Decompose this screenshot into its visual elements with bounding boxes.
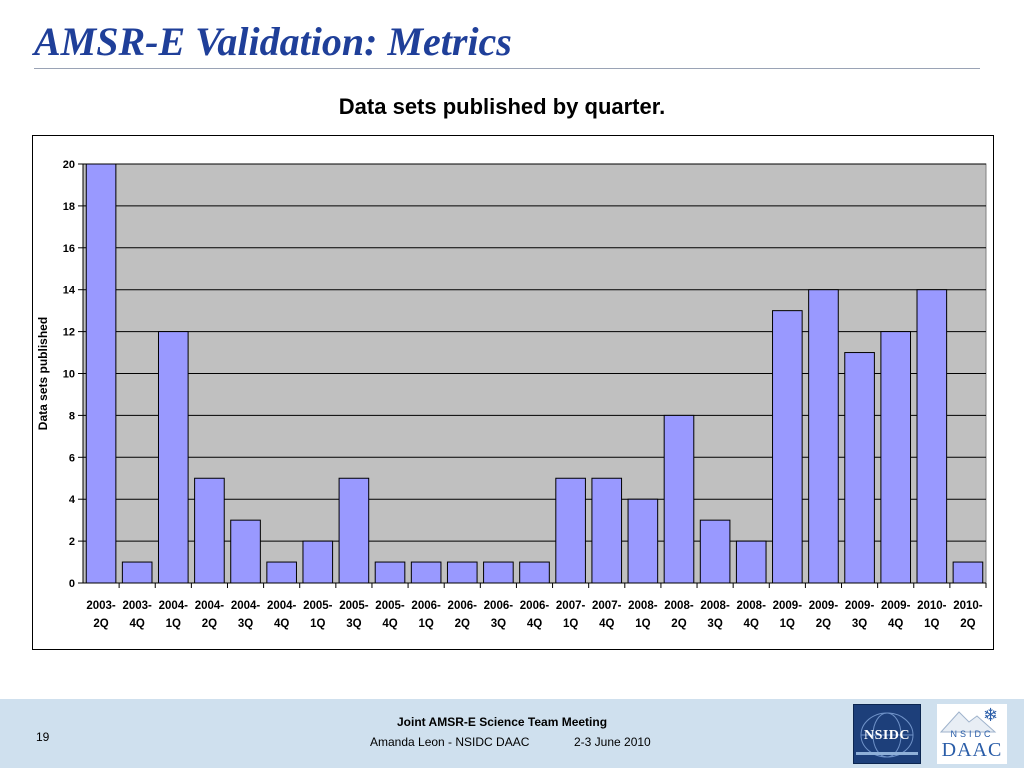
y-tick-label: 12 [63,327,75,339]
mountain-icon [939,711,997,733]
bar [121,561,153,584]
chart-title: Data sets published by quarter. [338,94,666,119]
x-tick-label: 2005-4Q [375,600,405,630]
bar [555,477,586,584]
bar [194,477,225,584]
snowflake-icon: ❄ [983,705,999,725]
x-tick-label: 2008-4Q [737,600,767,630]
x-tick-label: 2009-3Q [845,600,875,630]
bar [844,352,875,584]
daac-logo-text: DAAC [941,739,1003,761]
footer-author: Amanda Leon - NSIDC DAAC [370,735,530,749]
bar [266,561,297,584]
x-tick-label: 2003-4Q [122,600,152,630]
y-tick-label: 20 [63,159,75,171]
y-tick-label: 18 [63,201,75,213]
chart-area: 0 2 4 6 8 10 12 14 16 18 20 2003-2Q 2003-4Q 2004-1Q 20… [32,135,994,650]
bar [410,561,442,584]
footer-meeting-title: Joint AMSR-E Science Team Meeting [397,715,608,729]
footer-bar: 19 Joint AMSR-E Science Team Meeting Ama… [0,699,1024,768]
bar [916,289,948,584]
y-tick-label: 14 [63,285,76,297]
bar [591,477,623,584]
x-tick-label: 2004-3Q [231,600,261,630]
y-tick-label: 2 [69,536,75,548]
x-tick-label: 2006-3Q [484,600,514,630]
y-tick-label: 0 [69,578,75,590]
bar [85,163,117,584]
title-divider [34,68,980,69]
x-tick-label: 2008-3Q [700,600,730,630]
bar [880,331,912,584]
y-axis-label: Data sets published [36,317,50,430]
x-tick-label: 2009-2Q [809,600,839,630]
y-tick-label: 6 [69,452,75,464]
bar [374,561,406,584]
bar-chart: 024681012141618202003-2Q2003-4Q2004-1Q20… [36,159,987,630]
y-tick-label: 10 [63,369,75,381]
page-number: 19 [36,730,50,744]
footer-date: 2-3 June 2010 [574,735,651,749]
bar [302,540,334,584]
x-tick-label: 2007-4Q [592,600,622,630]
slide-title: AMSR-E Validation: Metrics [34,19,512,64]
x-tick-label: 2006-4Q [520,600,550,630]
globe-icon [860,712,914,758]
x-tick-label: 2008-2Q [664,600,694,630]
bar [446,561,478,584]
x-tick-label: 2006-2Q [448,600,478,630]
x-tick-label: 2008-1Q [628,600,658,630]
daac-logo: ❄ NSIDC DAAC [937,704,1007,764]
bar [735,540,767,584]
x-tick-label: 2004-1Q [159,600,189,630]
x-tick-label: 2007-1Q [556,600,586,630]
x-tick-label: 2010-2Q [953,600,983,630]
x-tick-label: 2009-4Q [881,600,911,630]
x-tick-label: 2006-1Q [411,600,441,630]
bar [663,414,695,584]
x-tick-label: 2004-4Q [267,600,297,630]
y-tick-label: 8 [69,410,75,422]
bar [157,331,189,584]
bar [808,289,839,584]
bar [772,310,803,584]
x-tick-label: 2005-3Q [339,600,369,630]
y-tick-label: 4 [69,494,76,506]
x-tick-label: 2010-1Q [917,600,947,630]
x-tick-label: 2005-1Q [303,600,333,630]
bar [952,561,984,584]
x-tick-label: 2004-2Q [195,600,225,630]
nsidc-logo-underline [856,752,918,755]
daac-logo-nsidc-text: NSIDC [950,729,994,739]
bar [699,519,731,584]
bar [519,561,550,584]
x-tick-label: 2009-1Q [773,600,803,630]
nsidc-logo-text: NSIDC [863,728,911,743]
bar [627,498,659,584]
nsidc-logo: NSIDC [853,704,921,764]
y-tick-label: 16 [63,243,75,255]
bar [338,477,370,584]
bar [230,519,261,584]
x-tick-label: 2003-2Q [86,600,116,630]
bar [483,561,514,584]
